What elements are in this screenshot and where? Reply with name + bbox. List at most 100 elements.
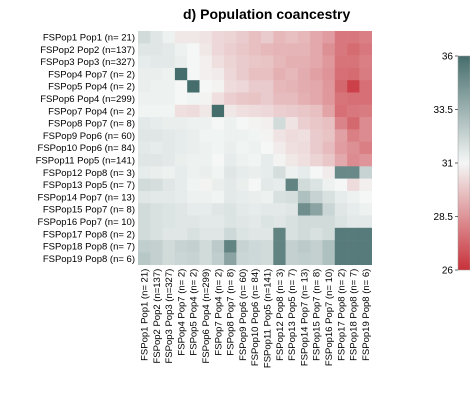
heatmap-cell — [359, 31, 372, 44]
row-labels: FSPop1 Pop1 (n= 21)FSPop2 Pop2 (n=137)FS… — [36, 32, 135, 264]
heatmap-cell — [347, 117, 360, 130]
heatmap-cell — [224, 178, 237, 192]
row-label: FSPop8 Pop7 (n= 8) — [48, 119, 135, 130]
heatmap-cell — [297, 31, 311, 44]
heatmap-cell — [297, 67, 311, 81]
heatmap-cell — [162, 129, 176, 142]
heatmap-cell — [347, 240, 360, 253]
heatmap-cell — [347, 55, 360, 69]
heatmap-cell — [174, 80, 188, 93]
heatmap-cell — [297, 43, 311, 56]
heatmap-cell — [138, 104, 151, 118]
heatmap-cell — [297, 215, 311, 229]
heatmap-cell — [359, 43, 372, 56]
column-label: FSPop11 Pop5 (n=141) — [262, 269, 273, 368]
heatmap-cell — [187, 92, 200, 106]
heatmap-cell — [199, 178, 213, 192]
heatmap-cell — [285, 80, 299, 93]
heatmap-cell — [334, 92, 348, 106]
heatmap-cell — [150, 117, 163, 130]
heatmap-cell — [236, 92, 249, 106]
heatmap-cell — [187, 166, 200, 179]
heatmap-cell — [334, 80, 348, 93]
heatmap-cell — [162, 252, 176, 265]
heatmap-cell — [211, 117, 225, 130]
heatmap-cell — [261, 203, 274, 216]
heatmap-cell — [224, 117, 237, 130]
heatmap-cell — [310, 31, 323, 44]
row-label: FSPop7 Pop4 (n= 2) — [48, 106, 135, 117]
chart-title: d) Population coancestry — [183, 6, 350, 22]
heatmap-cell — [138, 203, 151, 216]
heatmap-cell — [138, 215, 151, 229]
heatmap-cell — [248, 67, 262, 81]
heatmap-cell — [359, 178, 372, 192]
heatmap-cell — [310, 203, 323, 216]
heatmap-cell — [236, 31, 249, 44]
heatmap-cell — [310, 190, 323, 204]
heatmap-cell — [285, 178, 299, 192]
heatmap-cell — [359, 129, 372, 142]
heatmap-cell — [359, 104, 372, 118]
heatmap-cell — [150, 55, 163, 69]
column-labels: FSPop1 Pop1 (n= 21) FSPop2 Pop2 (n=137) FS… — [139, 269, 371, 368]
heatmap-cell — [174, 203, 188, 216]
heatmap-cell — [297, 227, 311, 241]
heatmap-cell — [248, 178, 262, 192]
heatmap-cell — [224, 31, 237, 44]
heatmap-cell — [273, 203, 286, 216]
heatmap-cell — [359, 203, 372, 216]
heatmap-cell — [187, 80, 200, 93]
column-label: FSPop3 Pop3 (n=327) — [164, 269, 175, 364]
heatmap-cell — [310, 80, 323, 93]
column-label: FSPop17 Pop8 (n= 2) — [336, 269, 347, 361]
heatmap-cell — [174, 117, 188, 130]
heatmap-cell — [334, 240, 348, 253]
heatmap-cell — [199, 154, 213, 167]
heatmap-cell — [211, 92, 225, 106]
heatmap-cell — [211, 43, 225, 56]
heatmap-cell — [174, 166, 188, 179]
row-label: FSPop10 Pop6 (n= 84) — [38, 143, 135, 154]
heatmap-cell — [174, 129, 188, 142]
heatmap-cell — [187, 141, 200, 155]
heatmap-cell — [310, 92, 323, 106]
heatmap-cell — [174, 178, 188, 192]
heatmap-cell — [162, 80, 176, 93]
heatmap-cell — [224, 92, 237, 106]
heatmap-cell — [347, 43, 360, 56]
heatmap-cell — [297, 178, 311, 192]
heatmap-cell — [211, 203, 225, 216]
heatmap-cell — [150, 104, 163, 118]
heatmap-cell — [261, 178, 274, 192]
heatmap-cell — [174, 67, 188, 81]
legend-tick-label: 31 — [442, 159, 454, 170]
heatmap-cell — [174, 141, 188, 155]
heatmap-cell — [150, 129, 163, 142]
heatmap-cell — [297, 166, 311, 179]
heatmap-cell — [285, 240, 299, 253]
heatmap-cell — [334, 154, 348, 167]
row-label: FSPop15 Pop7 (n= 8) — [43, 205, 135, 216]
heatmap-cell — [261, 43, 274, 56]
heatmap-cell — [347, 141, 360, 155]
column-label: FSPop14 Pop7 (n= 13) — [299, 269, 310, 366]
heatmap-cell — [187, 240, 200, 253]
heatmap-cell — [174, 215, 188, 229]
row-label: FSPop6 Pop4 (n=299) — [40, 94, 135, 105]
heatmap-cell — [211, 154, 225, 167]
heatmap-cell — [285, 166, 299, 179]
color-legend-bar — [457, 55, 470, 271]
heatmap-cell — [310, 141, 323, 155]
heatmap-cell — [285, 104, 299, 118]
heatmap-cell — [236, 104, 249, 118]
heatmap-cell — [248, 215, 262, 229]
heatmap-cell — [162, 240, 176, 253]
heatmap-cell — [199, 92, 213, 106]
heatmap-cell — [187, 215, 200, 229]
heatmap-cell — [310, 67, 323, 81]
heatmap-cell — [224, 240, 237, 253]
heatmap-cell — [150, 178, 163, 192]
heatmap-cell — [138, 31, 151, 44]
heatmap-cell — [310, 104, 323, 118]
